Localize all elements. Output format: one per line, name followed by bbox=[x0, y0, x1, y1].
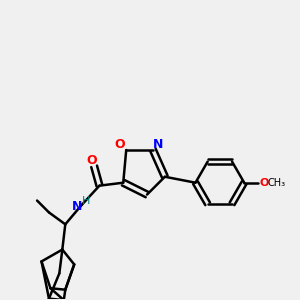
Text: N: N bbox=[153, 138, 164, 151]
Text: O: O bbox=[114, 138, 125, 151]
Text: O: O bbox=[260, 178, 269, 188]
Text: N: N bbox=[72, 200, 83, 213]
Text: O: O bbox=[86, 154, 97, 167]
Text: H: H bbox=[82, 196, 90, 206]
Text: CH₃: CH₃ bbox=[268, 178, 286, 188]
